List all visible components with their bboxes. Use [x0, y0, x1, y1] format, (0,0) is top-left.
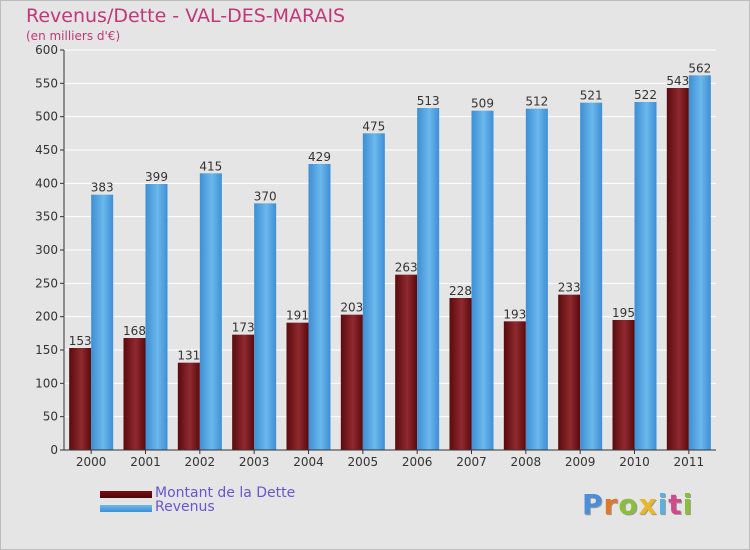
data-label-revenus-2009: 521 — [580, 89, 603, 103]
data-label-revenus-2001: 399 — [145, 170, 168, 184]
bar-dette-2006 — [395, 274, 418, 450]
legend-label-revenus: Revenus — [155, 499, 215, 515]
y-tick-label: 500 — [35, 110, 58, 124]
logo-letter: P — [582, 488, 604, 521]
y-tick-label: 300 — [35, 243, 58, 257]
y-tick-label: 200 — [35, 310, 58, 324]
data-label-revenus-2000: 383 — [91, 181, 114, 195]
logo-letter: i — [682, 488, 694, 521]
x-tick-label-2007: 2007 — [456, 455, 487, 469]
data-label-dette-2009: 233 — [558, 281, 581, 295]
data-label-revenus-2005: 475 — [362, 119, 385, 133]
bar-revenus-2006 — [417, 108, 440, 450]
bar-dette-2000 — [69, 348, 92, 450]
data-label-dette-2005: 203 — [340, 301, 363, 315]
data-label-revenus-2008: 512 — [525, 95, 548, 109]
chart-title: Revenus/Dette - VAL-DES-MARAIS — [26, 5, 346, 27]
bar-revenus-2000 — [91, 194, 114, 450]
bar-dette-2007 — [449, 298, 472, 450]
proxiti-logo: Proxiti — [582, 488, 693, 521]
bar-revenus-2011 — [688, 75, 711, 450]
logo-letter: x — [638, 488, 658, 521]
y-tick-label: 350 — [35, 210, 58, 224]
data-label-dette-2010: 195 — [612, 306, 635, 320]
y-tick-label: 150 — [35, 343, 58, 357]
x-tick-label-2000: 2000 — [76, 455, 107, 469]
data-label-dette-2004: 191 — [286, 309, 309, 323]
x-tick-label-2011: 2011 — [674, 455, 705, 469]
bar-revenus-2001 — [145, 184, 168, 450]
y-tick-label: 600 — [35, 43, 58, 57]
data-label-revenus-2002: 415 — [199, 159, 222, 173]
bar-dette-2010 — [612, 320, 635, 450]
legend-swatch-revenus — [100, 505, 152, 512]
x-tick-label-2006: 2006 — [402, 455, 433, 469]
bar-revenus-2003 — [254, 203, 277, 450]
data-label-revenus-2011: 562 — [688, 61, 711, 75]
logo-letter: r — [603, 488, 619, 521]
bar-dette-2001 — [123, 338, 146, 450]
y-tick-label: 0 — [50, 443, 58, 457]
data-label-dette-2001: 168 — [123, 324, 146, 338]
x-tick-label-2005: 2005 — [348, 455, 379, 469]
data-label-dette-2006: 263 — [395, 261, 418, 275]
x-tick-label-2010: 2010 — [619, 455, 650, 469]
y-tick-label: 100 — [35, 376, 58, 390]
bar-dette-2008 — [503, 321, 526, 450]
bar-dette-2009 — [558, 294, 581, 450]
bar-dette-2002 — [177, 362, 200, 450]
bar-revenus-2004 — [308, 164, 331, 450]
x-tick-label-2003: 2003 — [239, 455, 270, 469]
bar-revenus-2009 — [580, 102, 603, 451]
data-label-revenus-2006: 513 — [417, 94, 440, 108]
logo-letter: o — [618, 488, 639, 521]
y-tick-label: 450 — [35, 143, 58, 157]
data-label-revenus-2004: 429 — [308, 150, 331, 164]
data-label-revenus-2007: 509 — [471, 97, 494, 111]
data-label-dette-2008: 193 — [503, 307, 526, 321]
bar-revenus-2002 — [199, 173, 222, 451]
x-tick-label-2001: 2001 — [130, 455, 161, 469]
x-tick-label-2008: 2008 — [511, 455, 542, 469]
data-label-dette-2007: 228 — [449, 284, 472, 298]
y-tick-label: 550 — [35, 76, 58, 90]
chart-subtitle: (en milliers d'€) — [26, 29, 121, 43]
legend-label-dette: Montant de la Dette — [155, 485, 296, 501]
data-label-dette-2011: 543 — [666, 74, 689, 88]
logo-letter: i — [657, 488, 669, 521]
bar-revenus-2005 — [362, 133, 385, 451]
data-label-dette-2003: 173 — [232, 321, 255, 335]
x-tick-label-2002: 2002 — [185, 455, 216, 469]
data-label-revenus-2010: 522 — [634, 88, 657, 102]
bar-revenus-2008 — [525, 108, 548, 451]
y-tick-label: 50 — [43, 410, 58, 424]
y-tick-label: 400 — [35, 176, 58, 190]
x-tick-label-2004: 2004 — [293, 455, 324, 469]
legend-swatch-dette — [100, 491, 152, 498]
x-tick-label-2009: 2009 — [565, 455, 596, 469]
bar-revenus-2010 — [634, 102, 657, 450]
bar-dette-2003 — [232, 334, 255, 450]
logo-letter: t — [668, 488, 683, 521]
bar-revenus-2007 — [471, 110, 494, 451]
data-label-dette-2000: 153 — [69, 334, 92, 348]
bar-dette-2011 — [666, 88, 689, 450]
data-label-dette-2002: 131 — [177, 349, 200, 363]
bar-dette-2004 — [286, 322, 309, 450]
data-label-revenus-2003: 370 — [254, 189, 277, 203]
bar-dette-2005 — [340, 314, 363, 450]
y-tick-label: 250 — [35, 276, 58, 290]
